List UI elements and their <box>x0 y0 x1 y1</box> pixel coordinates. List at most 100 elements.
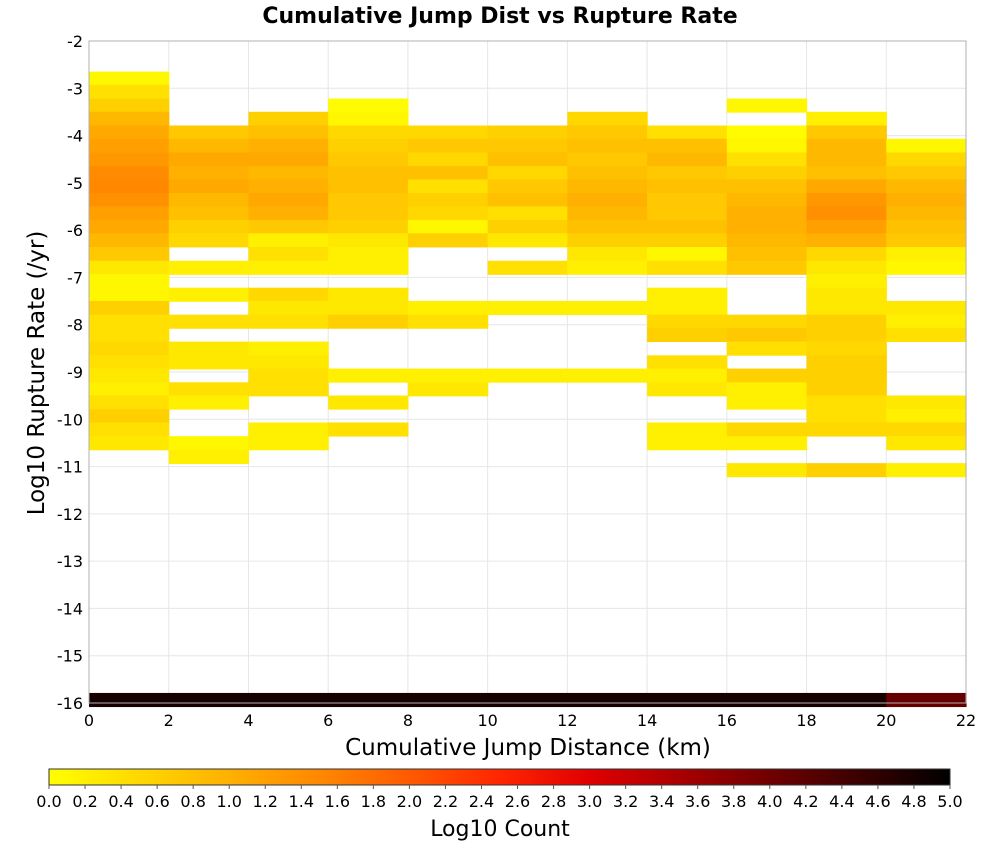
heatmap-cell <box>647 193 728 208</box>
y-tick-label: -12 <box>57 505 83 524</box>
y-tick-label: -9 <box>67 363 83 382</box>
colorbar-tick-label: 2.2 <box>433 792 458 811</box>
heatmap-cell <box>328 314 409 329</box>
heatmap-cell <box>89 287 170 302</box>
heatmap-cell <box>567 179 648 194</box>
heatmap-cell <box>248 692 329 708</box>
heatmap-cell <box>487 166 568 181</box>
colorbar-tick-label: 2.4 <box>469 792 494 811</box>
colorbar-tick-label: 2.6 <box>505 792 530 811</box>
heatmap-cell <box>328 260 409 275</box>
x-tick-label: 4 <box>243 711 253 730</box>
heatmap-cell <box>806 395 887 410</box>
heatmap-cell <box>328 152 409 167</box>
colorbar-tick-label: 5.0 <box>937 792 962 811</box>
heatmap-cell <box>567 152 648 167</box>
colorbar-tick-label: 0.6 <box>144 792 169 811</box>
heatmap-cell <box>248 193 329 208</box>
chart-title: Cumulative Jump Dist vs Rupture Rate <box>262 4 737 29</box>
heatmap-cell <box>886 260 967 275</box>
heatmap-cell <box>328 233 409 248</box>
heatmap-cell <box>647 287 728 302</box>
heatmap-cell <box>726 314 808 329</box>
x-tick-label: 14 <box>637 711 657 730</box>
heatmap-cell <box>726 206 808 221</box>
heatmap-cell <box>726 179 808 194</box>
heatmap-cell <box>806 273 887 289</box>
heatmap-cell <box>487 300 568 316</box>
heatmap-cell <box>806 193 887 208</box>
heatmap-cell <box>726 436 808 451</box>
heatmap-cell <box>328 692 409 708</box>
heatmap-cell <box>806 233 887 248</box>
heatmap-cell <box>168 382 250 397</box>
heatmap-cell <box>487 233 568 248</box>
heatmap-cell <box>89 422 170 437</box>
heatmap-cell <box>168 193 250 208</box>
colorbar-tick-label: 4.8 <box>901 792 926 811</box>
heatmap-cell <box>89 300 170 316</box>
heatmap-cell <box>647 422 728 437</box>
heatmap-cell <box>567 220 648 235</box>
colorbar-tick-label: 0.2 <box>72 792 97 811</box>
heatmap-cell <box>647 206 728 221</box>
heatmap-cell <box>89 692 170 708</box>
heatmap-cell <box>487 193 568 208</box>
x-tick-label: 16 <box>717 711 737 730</box>
heatmap-cell <box>89 368 170 383</box>
heatmap-cell <box>806 287 887 302</box>
heatmap-cell <box>886 395 967 410</box>
heatmap-cell <box>248 422 329 437</box>
heatmap-cell <box>248 382 329 397</box>
heatmap-cell <box>647 166 728 181</box>
heatmap-cell <box>89 138 170 153</box>
heatmap-cell <box>726 220 808 235</box>
heatmap-cell <box>248 300 329 316</box>
heatmap-cell <box>328 193 409 208</box>
heatmap-cell <box>89 260 170 275</box>
heatmap-cell <box>407 179 489 194</box>
heatmap-cell <box>328 98 409 113</box>
heatmap-cell <box>886 220 967 235</box>
heatmap-cell <box>726 395 808 410</box>
colorbar-tick-labels: 0.0 0.2 0.4 0.6 0.8 1.0 1.2 1.4 1.6 1.8 2.0 2.2 2.4 2… <box>36 785 963 811</box>
heatmap-cell <box>328 166 409 181</box>
heatmap-cell <box>248 220 329 235</box>
heatmap-cell <box>168 206 250 221</box>
heatmap-cell <box>567 111 648 126</box>
heatmap-cell <box>647 382 728 397</box>
heatmap-cell <box>567 300 648 316</box>
colorbar-tick-label: 0.4 <box>108 792 133 811</box>
heatmap-cell <box>248 233 329 248</box>
heatmap-cell <box>89 84 170 99</box>
heatmap-cell <box>487 138 568 153</box>
heatmap-cell <box>89 166 170 181</box>
heatmap-cell <box>647 355 728 370</box>
heatmap-cell <box>248 179 329 194</box>
heatmap-cell <box>886 247 967 262</box>
heatmap-cell <box>806 368 887 383</box>
heatmap-cell <box>487 692 568 708</box>
heatmap-cell <box>567 206 648 221</box>
plot-border <box>88 40 967 704</box>
colorbar-tick-label: 0.0 <box>36 792 61 811</box>
heatmap-cell <box>89 341 170 356</box>
heatmap-cell <box>726 463 808 478</box>
heatmap-cell <box>567 125 648 140</box>
heatmap-cell <box>647 436 728 451</box>
heatmap-cell <box>487 368 568 383</box>
heatmap-cell <box>248 152 329 167</box>
colorbar-label: Log10 Count <box>430 817 570 842</box>
y-tick-label: -3 <box>67 79 83 98</box>
heatmap-cell <box>806 422 887 437</box>
heatmap-cell <box>647 247 728 262</box>
y-tick-label: -10 <box>57 410 83 429</box>
y-tick-label: -4 <box>67 127 83 146</box>
heatmap-cell <box>248 260 329 275</box>
heatmap-cell <box>647 314 728 329</box>
heatmap-cell <box>806 382 887 397</box>
x-axis-label: Cumulative Jump Distance (km) <box>345 735 711 761</box>
heatmap-cell <box>647 327 728 342</box>
heatmap-cell <box>726 152 808 167</box>
heatmap-cell <box>886 300 967 316</box>
